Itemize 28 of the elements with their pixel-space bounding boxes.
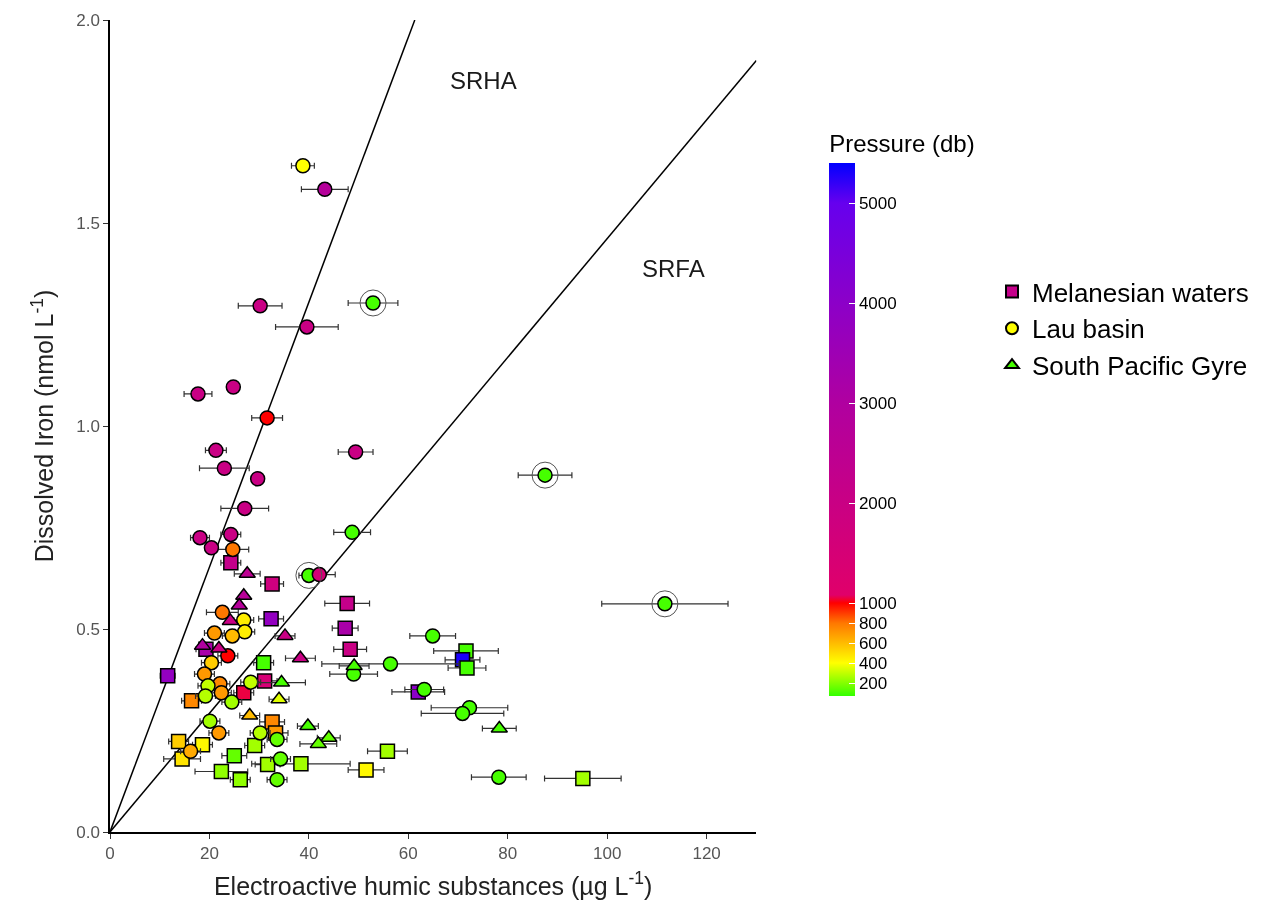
x-axis-title: Electroactive humic substances (µg L$^{-1}$) [213,868,653,900]
legend-label: Melanesian waters [1032,277,1249,308]
color-bar-label: 4000 [858,294,897,314]
x-tick-label: 40 [299,844,319,864]
legend-label: Lau basin [1032,314,1145,345]
color-bar-label: 2000 [858,494,897,514]
x-tick-label: 20 [199,844,219,864]
series-label: SRFA [642,255,705,282]
y-tick-label: 1.0 [76,416,100,436]
color-bar-title: Pressure (db) [829,130,975,158]
x-tick-label: 100 [593,844,622,864]
y-tick-label: 0.0 [76,822,100,842]
color-bar-label: 5000 [858,194,897,214]
color-bar-label: 200 [858,674,888,694]
color-bar-label: 400 [858,654,888,674]
x-tick-label: 120 [692,844,721,864]
color-bar-label: 600 [858,634,888,654]
y-tick-label: 0.5 [76,619,100,639]
y-tick-label: 1.5 [76,213,100,233]
color-bar-label: 800 [858,614,888,634]
color-bar-label: 1000 [858,594,897,614]
x-tick-label: 60 [398,844,418,864]
legend-label: South Pacific Gyre [1032,351,1248,382]
text: SRHA [450,67,517,94]
x-tick-label: 0 [105,844,115,864]
y-tick-label: 2.0 [76,10,100,30]
x-tick-label: 80 [498,844,518,864]
color-bar-label: 3000 [858,394,897,414]
